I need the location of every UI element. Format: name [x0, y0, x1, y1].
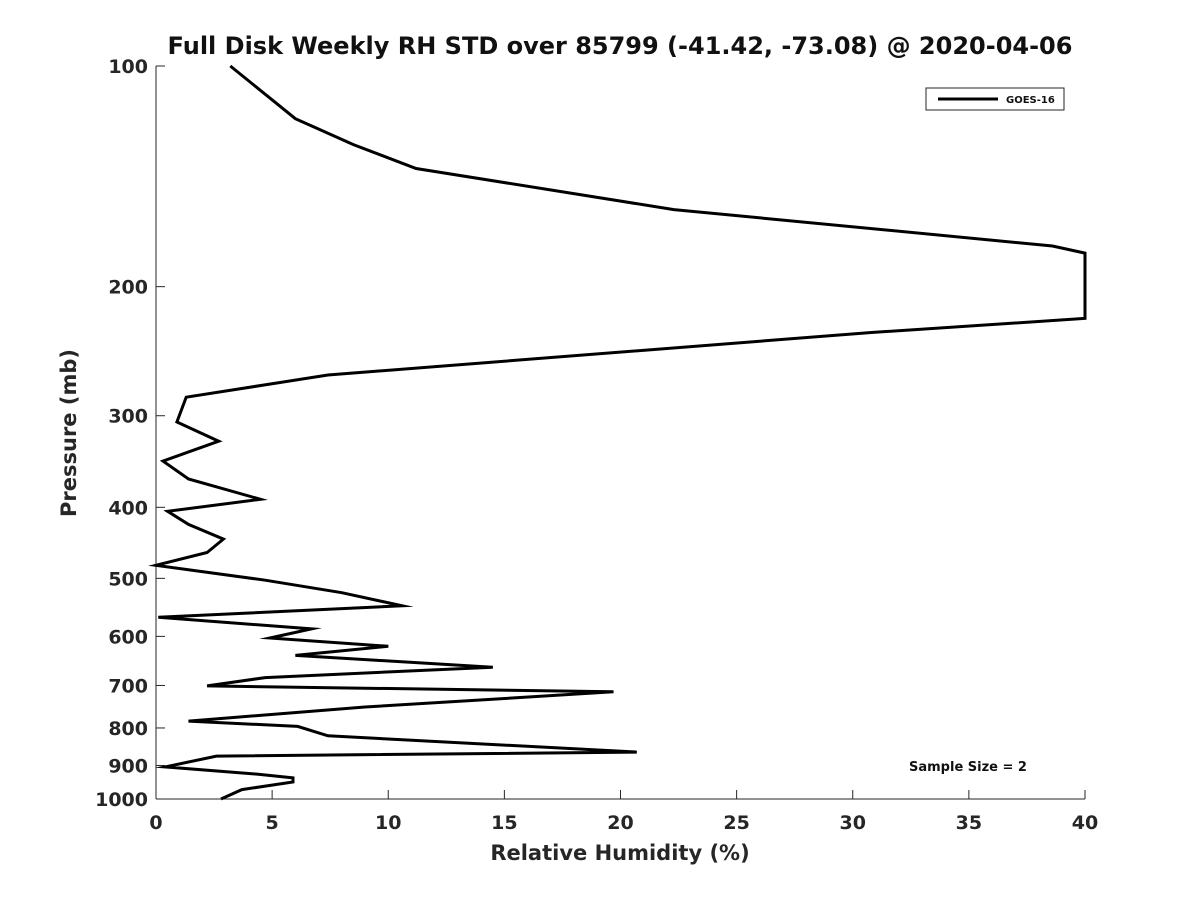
- y-axis-ticks: 100 200 300 400 500 600 700 800 900 1000: [95, 56, 165, 811]
- x-tick-label: 30: [840, 812, 866, 834]
- y-tick-label: 1000: [95, 789, 148, 811]
- y-tick-label: 100: [108, 56, 148, 78]
- x-tick-label: 20: [607, 812, 633, 834]
- x-tick-label: 0: [149, 812, 162, 834]
- y-tick-label: 300: [108, 406, 148, 428]
- y-tick-label: 600: [108, 626, 148, 648]
- y-tick-label: 500: [108, 568, 148, 590]
- x-tick-label: 5: [266, 812, 279, 834]
- x-tick-label: 40: [1072, 812, 1098, 834]
- y-tick-label: 800: [108, 718, 148, 740]
- y-tick-label: 900: [108, 755, 148, 777]
- chart-title: Full Disk Weekly RH STD over 85799 (-41.…: [168, 32, 1073, 60]
- sample-size-annotation: Sample Size = 2: [909, 760, 1027, 775]
- x-tick-label: 15: [491, 812, 517, 834]
- y-tick-label: 700: [108, 675, 148, 697]
- x-tick-label: 10: [375, 812, 401, 834]
- y-tick-label: 400: [108, 497, 148, 519]
- x-axis-label: Relative Humidity (%): [490, 841, 749, 865]
- y-axis-label: Pressure (mb): [57, 349, 81, 517]
- y-tick-label: 200: [108, 277, 148, 299]
- x-tick-label: 25: [723, 812, 749, 834]
- x-tick-label: 35: [956, 812, 982, 834]
- legend-entry-goes-16: GOES-16: [1006, 95, 1055, 106]
- series-line-goes-16: [148, 64, 1087, 801]
- legend: GOES-16: [925, 87, 1065, 111]
- x-axis-ticks: 0 5 10 15 20 25 30 35 40: [149, 790, 1098, 834]
